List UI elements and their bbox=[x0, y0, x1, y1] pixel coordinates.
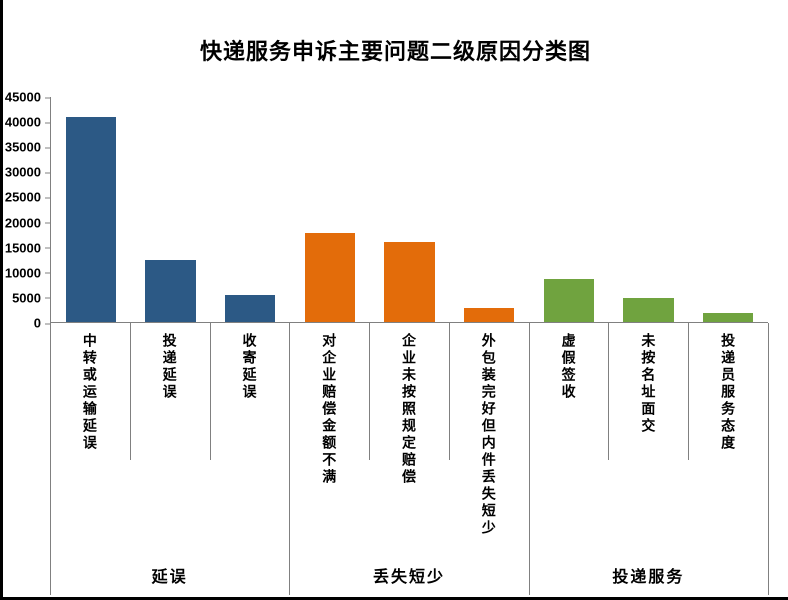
y-tick-label: 10000 bbox=[4, 265, 51, 281]
bar bbox=[543, 278, 594, 322]
group-label-zone: 延误 丢失短少 投递服务 bbox=[50, 555, 768, 595]
y-tick-label: 45000 bbox=[4, 89, 51, 105]
category-label: 企业未按照规定赔偿 bbox=[401, 333, 418, 486]
bar-cell bbox=[290, 97, 370, 322]
category-label: 收寄延误 bbox=[241, 333, 258, 401]
chart-title: 快递服务申诉主要问题二级原因分类图 bbox=[199, 39, 591, 64]
category-label: 虚假签收 bbox=[560, 333, 577, 401]
category-label: 中转或运输延误 bbox=[81, 333, 98, 452]
bar bbox=[65, 117, 116, 322]
bar bbox=[464, 308, 515, 322]
category-label: 外包装完好但内件丢失短少 bbox=[480, 333, 497, 537]
category-label-cell: 收寄延误 bbox=[210, 323, 290, 555]
y-tick-label: 5000 bbox=[12, 290, 50, 306]
bar bbox=[384, 242, 435, 322]
group-label: 延误 bbox=[151, 569, 188, 586]
y-tick-label: 30000 bbox=[4, 164, 51, 180]
y-tick-label: 20000 bbox=[4, 215, 51, 231]
plot-area bbox=[50, 97, 768, 323]
bar bbox=[703, 313, 754, 322]
category-label-cell: 企业未按照规定赔偿 bbox=[369, 323, 449, 555]
y-tick-label: 0 bbox=[33, 315, 51, 331]
category-label-zone: 中转或运输延误 投递延误 收寄延误 对企业赔偿金额不满 企业未按照规定赔偿 外包装完好但内… bbox=[50, 323, 768, 555]
axis-separator-line bbox=[768, 323, 769, 595]
bar-cell bbox=[51, 97, 131, 322]
category-label-cell: 中转或运输延误 bbox=[50, 323, 130, 555]
bar bbox=[623, 298, 674, 322]
category-label-cell: 投递延误 bbox=[130, 323, 210, 555]
category-label: 投递员服务态度 bbox=[720, 333, 737, 452]
bar bbox=[304, 233, 355, 322]
y-tick-label: 35000 bbox=[4, 139, 51, 155]
y-tick-label: 15000 bbox=[4, 240, 51, 256]
bar-cell bbox=[370, 97, 450, 322]
bar-cell bbox=[609, 97, 689, 322]
bar-cell bbox=[529, 97, 609, 322]
category-label: 未按名址面交 bbox=[640, 333, 657, 435]
group-label: 投递服务 bbox=[612, 569, 685, 586]
y-tick-label: 25000 bbox=[4, 189, 51, 205]
category-label: 投递延误 bbox=[161, 333, 178, 401]
group-label: 丢失短少 bbox=[372, 569, 445, 586]
bar-cell bbox=[688, 97, 768, 322]
category-label-cell: 未按名址面交 bbox=[608, 323, 688, 555]
category-label-cell: 外包装完好但内件丢失短少 bbox=[449, 323, 529, 555]
bar-cell bbox=[449, 97, 529, 322]
bar bbox=[225, 294, 276, 322]
bar-cell bbox=[131, 97, 211, 322]
y-axis: 0 5000 10000 15000 20000 25000 30000 35000 40000… bbox=[3, 90, 51, 331]
category-label-cell: 虚假签收 bbox=[529, 323, 609, 555]
category-label: 对企业赔偿金额不满 bbox=[321, 333, 338, 486]
category-label-cell: 投递员服务态度 bbox=[688, 323, 768, 555]
bar bbox=[145, 259, 196, 322]
bar-cell bbox=[210, 97, 290, 322]
category-label-cell: 对企业赔偿金额不满 bbox=[289, 323, 369, 555]
y-tick-label: 40000 bbox=[4, 114, 51, 130]
